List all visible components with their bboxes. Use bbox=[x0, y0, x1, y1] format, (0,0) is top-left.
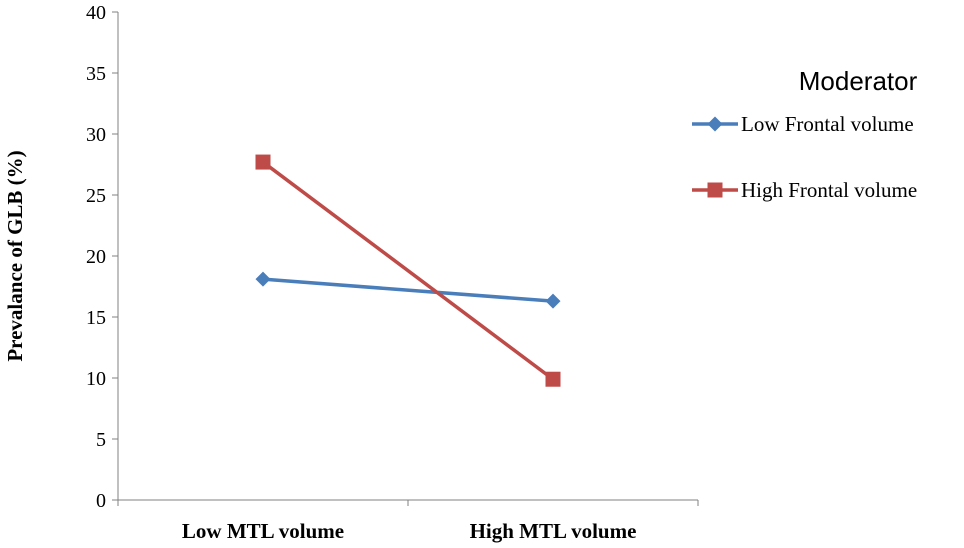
series-line-low-frontal-volume bbox=[262, 277, 554, 303]
y-tick-label: 0 bbox=[96, 490, 106, 512]
y-tick-label: 25 bbox=[86, 185, 106, 207]
y-ticks: 0 5 10 15 20 25 30 35 40 bbox=[86, 2, 118, 512]
data-point-low-frontal-volume bbox=[255, 271, 271, 287]
legend-label-low-frontal-volume: Low Frontal volume bbox=[741, 112, 914, 136]
series-line-high-frontal-volume bbox=[261, 160, 555, 381]
y-tick-label: 20 bbox=[86, 246, 106, 268]
y-tick-label: 40 bbox=[86, 2, 106, 24]
y-tick-label: 15 bbox=[86, 307, 106, 329]
x-category-label: Low MTL volume bbox=[182, 519, 344, 543]
y-tick-label: 35 bbox=[86, 63, 106, 85]
legend-label-high-frontal-volume: High Frontal volume bbox=[741, 178, 917, 202]
y-tick-label: 10 bbox=[86, 368, 106, 390]
x-ticks: Low MTL volume High MTL volume bbox=[117, 500, 699, 543]
legend-marker-high-frontal-volume bbox=[707, 182, 723, 198]
legend-title: Moderator bbox=[799, 66, 918, 96]
data-point-low-frontal-volume bbox=[545, 293, 561, 309]
y-tick-label: 30 bbox=[86, 124, 106, 146]
legend-marker-low-frontal-volume bbox=[707, 116, 723, 132]
x-category-label: High MTL volume bbox=[470, 519, 637, 543]
data-point-high-frontal-volume bbox=[255, 154, 271, 170]
legend: Moderator Low Frontal volume High Frontal… bbox=[692, 66, 918, 202]
y-tick-label: 5 bbox=[96, 429, 106, 451]
data-point-high-frontal-volume bbox=[545, 371, 561, 387]
y-axis-title: Prevalance of GLB (%) bbox=[3, 150, 27, 361]
series-layer bbox=[255, 154, 561, 387]
legend-items: Low Frontal volume High Frontal volume bbox=[692, 112, 917, 202]
